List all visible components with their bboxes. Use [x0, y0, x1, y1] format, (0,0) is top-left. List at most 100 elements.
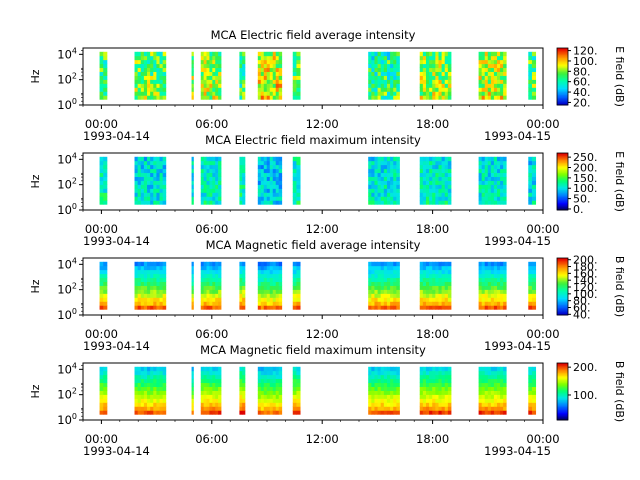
heatmap-cell — [500, 374, 504, 380]
heatmap-cell — [162, 188, 167, 193]
heatmap-cell — [263, 160, 268, 166]
heatmap-cell — [266, 172, 271, 177]
heatmap-cell — [292, 378, 297, 384]
heatmap-cell — [191, 297, 194, 302]
heatmap-cell — [396, 265, 400, 271]
heatmap-cell — [200, 200, 205, 205]
heatmap-cell — [260, 75, 265, 80]
heatmap-cell — [383, 160, 388, 166]
heatmap-cell — [292, 410, 297, 415]
heatmap-cell — [393, 75, 397, 80]
heatmap-cell — [435, 176, 439, 181]
heatmap-cell — [257, 95, 262, 100]
heatmap-cell — [162, 406, 167, 411]
heatmap-cell — [493, 51, 498, 57]
heatmap-cell — [429, 176, 433, 181]
heatmap-cell — [393, 156, 397, 162]
heatmap-cell — [425, 164, 430, 170]
heatmap-cell — [435, 305, 439, 310]
heatmap-cell — [419, 67, 424, 72]
heatmap-cell — [429, 297, 433, 302]
heatmap-cell — [383, 95, 388, 100]
colorbar-segment — [557, 99, 568, 102]
heatmap-cell — [242, 374, 246, 380]
heatmap-cell — [137, 79, 142, 84]
heatmap-cell — [380, 285, 385, 290]
heatmap-cell — [444, 273, 449, 279]
heatmap-cell — [386, 406, 391, 411]
heatmap-cell — [419, 71, 424, 76]
heatmap-cell — [206, 156, 210, 162]
heatmap-cell — [159, 180, 164, 185]
heatmap-cell — [147, 382, 151, 387]
heatmap-cell — [218, 63, 222, 69]
heatmap-cell — [380, 398, 385, 403]
x-tick-label: 12:00 — [306, 327, 339, 341]
heatmap-cell — [257, 261, 262, 267]
heatmap-cell — [266, 95, 271, 100]
heatmap-cell — [393, 394, 397, 399]
heatmap-cell — [393, 410, 397, 415]
colorbar-segment — [557, 194, 568, 197]
heatmap-cell — [269, 378, 274, 384]
heatmap-cell — [150, 261, 154, 267]
heatmap-cell — [419, 366, 424, 372]
colorbar-label: B field (dB) — [613, 361, 626, 422]
x-tick-label: 12:00 — [306, 117, 339, 131]
colorbar-segment — [557, 388, 568, 391]
heatmap-cell — [396, 273, 400, 279]
heatmap-cell — [374, 168, 378, 174]
heatmap-cell — [438, 273, 443, 279]
heatmap-cell — [275, 160, 280, 166]
heatmap-cell — [147, 273, 151, 279]
heatmap-cell — [156, 410, 160, 415]
heatmap-cell — [278, 168, 283, 174]
heatmap-cell — [528, 156, 533, 162]
heatmap-cell — [266, 83, 271, 88]
heatmap-cell — [275, 382, 280, 387]
heatmap-cell — [209, 164, 213, 170]
heatmap-cell — [435, 265, 439, 271]
heatmap-cell — [383, 261, 388, 267]
y-tick-label: 102 — [57, 387, 77, 402]
heatmap-cell — [212, 285, 216, 290]
heatmap-cell — [425, 289, 430, 294]
heatmap-cell — [393, 188, 397, 193]
heatmap-cell — [203, 55, 207, 61]
heatmap-cell — [278, 370, 283, 376]
heatmap-cell — [390, 301, 394, 306]
heatmap-cell — [134, 59, 139, 65]
heatmap-cell — [200, 281, 205, 286]
heatmap-cell — [481, 95, 486, 100]
heatmap-cell — [242, 192, 246, 197]
heatmap-cell — [272, 386, 277, 391]
chart-panel-1: MCA Electric field average intensity1001… — [29, 28, 626, 143]
heatmap-cell — [484, 386, 489, 391]
heatmap-cell — [368, 398, 372, 403]
heatmap-cell — [159, 370, 164, 376]
heatmap-cell — [371, 261, 375, 267]
heatmap-cell — [296, 184, 301, 189]
heatmap-cell — [260, 180, 265, 185]
colorbar-segment — [557, 79, 568, 82]
heatmap-cell — [371, 55, 375, 61]
heatmap-cell — [478, 164, 483, 170]
heatmap-cell — [481, 402, 486, 407]
heatmap-cell — [438, 394, 443, 399]
heatmap-cell — [103, 172, 108, 177]
heatmap-cell — [497, 269, 501, 275]
heatmap-cell — [140, 390, 145, 395]
heatmap-cell — [425, 402, 430, 407]
heatmap-cell — [478, 180, 483, 185]
y-tick-label: 100 — [57, 307, 77, 322]
heatmap-cell — [390, 160, 394, 166]
heatmap-cell — [390, 172, 394, 177]
x-start-date: 1993-04-14 — [83, 129, 150, 143]
heatmap-cell — [368, 188, 372, 193]
heatmap-cell — [429, 366, 433, 372]
heatmap-cell — [203, 160, 207, 166]
heatmap-cell — [390, 273, 394, 279]
heatmap-cell — [239, 95, 243, 100]
heatmap-cell — [275, 301, 280, 306]
heatmap-cell — [266, 91, 271, 96]
